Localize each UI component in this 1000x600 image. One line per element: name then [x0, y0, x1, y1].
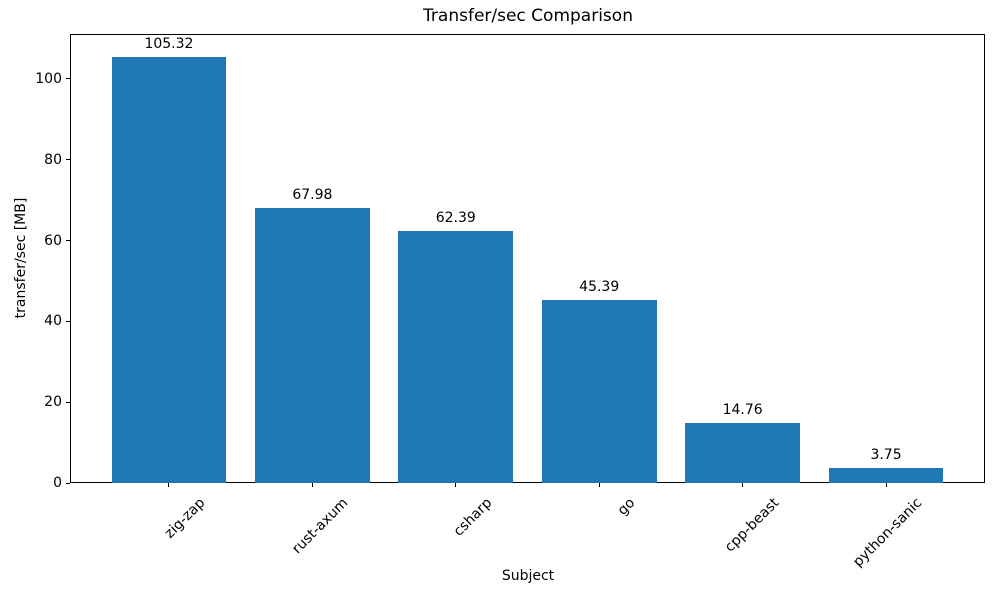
- x-tick-label: cpp-beast: [721, 495, 782, 556]
- x-tick-mark: [311, 483, 313, 487]
- y-tick-label: 60: [44, 232, 62, 249]
- x-tick-label: rust-axum: [289, 495, 352, 558]
- y-tick-mark: [66, 240, 70, 242]
- y-tick-mark: [66, 78, 70, 80]
- y-tick-mark: [66, 482, 70, 484]
- bar-value-label: 45.39: [579, 278, 620, 295]
- x-axis-label: Subject: [501, 568, 555, 584]
- bar: [541, 299, 657, 483]
- y-tick-label: 0: [53, 475, 62, 491]
- x-tick-label: go: [614, 495, 639, 519]
- y-axis-label: transfer/sec [MB]: [13, 197, 29, 319]
- bar: [828, 467, 944, 483]
- y-tick-label: 20: [44, 394, 62, 411]
- x-tick-label: python-sanic: [850, 495, 926, 571]
- bar: [255, 208, 370, 483]
- bar: [398, 230, 514, 483]
- x-tick-mark: [885, 483, 887, 487]
- x-tick-label: zig-zap: [161, 495, 209, 542]
- y-tick-label: 40: [44, 313, 62, 330]
- bar-value-label: 105.32: [144, 36, 194, 53]
- bar: [685, 423, 800, 483]
- x-tick-mark: [168, 483, 170, 487]
- bar-value-label: 3.75: [870, 446, 902, 463]
- y-tick-mark: [66, 159, 70, 161]
- chart-title: Transfer/sec Comparison: [423, 6, 633, 26]
- y-tick-label: 100: [35, 70, 62, 87]
- x-tick-mark: [455, 483, 457, 487]
- y-tick-label: 80: [44, 151, 62, 168]
- x-tick-mark: [598, 483, 600, 487]
- x-tick-mark: [742, 483, 744, 487]
- bar: [111, 57, 227, 483]
- bar-value-label: 67.98: [292, 187, 333, 204]
- bar-value-label: 62.39: [435, 209, 476, 226]
- x-tick-label: csharp: [450, 495, 496, 540]
- y-tick-mark: [66, 320, 70, 322]
- y-tick-mark: [66, 401, 70, 403]
- bar-value-label: 14.76: [722, 402, 763, 419]
